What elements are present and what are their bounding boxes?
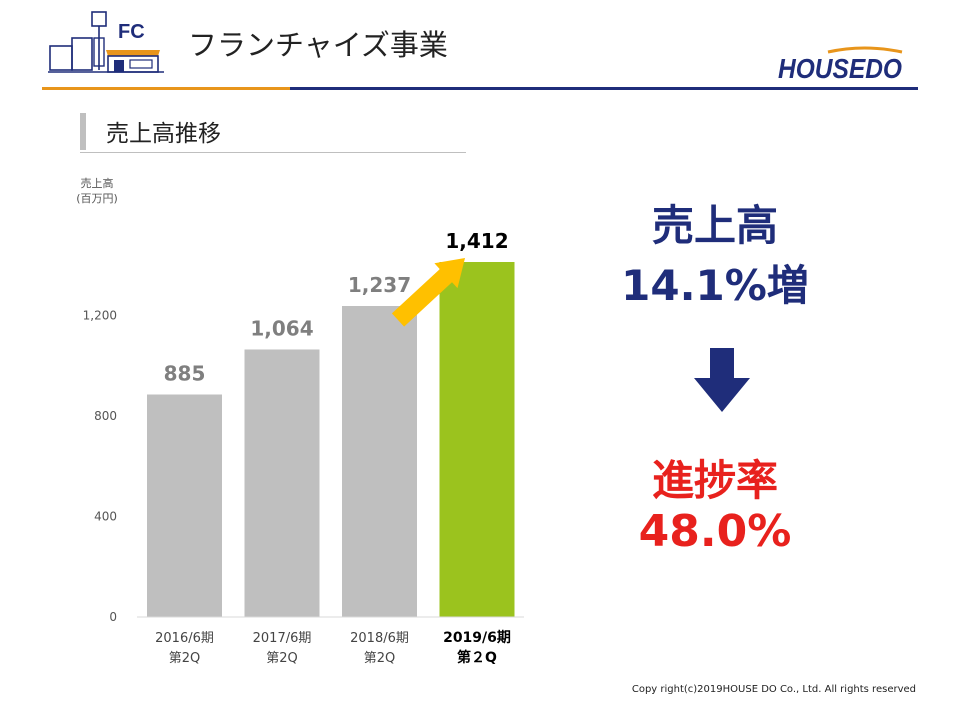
bar-value-label: 1,412 <box>445 229 508 253</box>
bar-2 <box>244 349 320 617</box>
progress-callout-title: 進捗率 <box>651 456 778 505</box>
down-arrow-icon <box>694 348 750 412</box>
progress-rate-value: 48.0% <box>638 506 792 557</box>
sales-callout-title: 売上高 <box>651 201 778 250</box>
sales-growth-value: 14.1%増 <box>621 261 809 310</box>
housedo-logo: HOUSEDO <box>778 46 903 82</box>
y-tick-label: 400 <box>94 509 117 523</box>
y-axis-ticks: 0 400 800 1,200 <box>83 308 117 624</box>
x-category-label: 2019/6期 <box>443 630 511 646</box>
section-divider <box>80 152 466 153</box>
bars <box>147 262 515 617</box>
fc-store-logo: FC <box>48 11 164 73</box>
bar-3 <box>342 305 417 617</box>
page-title: フランチャイズ事業 <box>188 28 448 62</box>
brand-logo-text: HOUSEDO <box>778 53 902 82</box>
y-tick-label: 1,200 <box>83 308 117 322</box>
x-category-label: 第２Q <box>457 649 497 666</box>
x-category-label: 第2Q <box>266 651 298 666</box>
y-axis-label-line-2: (百万円) <box>76 192 118 205</box>
header-rule-orange <box>42 87 290 90</box>
y-tick-label: 0 <box>109 610 117 624</box>
y-tick-label: 800 <box>94 409 117 423</box>
header-rule-navy <box>290 87 918 90</box>
x-category-label: 2016/6期 <box>155 631 214 646</box>
bar-4 <box>439 262 515 617</box>
section-marker <box>80 113 86 150</box>
growth-arrow-icon <box>391 258 465 327</box>
x-category-label: 第2Q <box>364 651 396 666</box>
section-title: 売上高推移 <box>106 121 221 147</box>
y-axis-label-line-1: 売上高 <box>80 177 114 190</box>
growth-arrow-icon-shape <box>391 258 465 327</box>
x-category-label: 第2Q <box>169 651 201 666</box>
bar-1 <box>147 394 222 617</box>
y-axis-label: 売上高 (百万円) <box>62 176 132 206</box>
bar-value-label: 1,237 <box>348 273 411 297</box>
fc-logo-text: FC <box>118 21 145 43</box>
bar-value-label: 885 <box>164 361 206 385</box>
x-category-label: 2017/6期 <box>253 631 312 646</box>
value-labels: 885 1,064 1,237 1,412 <box>164 229 509 385</box>
copyright-notice: Copy right(c)2019HOUSE DO Co., Ltd. All … <box>631 684 916 695</box>
bar-value-label: 1,064 <box>250 316 313 340</box>
x-category-label: 2018/6期 <box>350 631 409 646</box>
